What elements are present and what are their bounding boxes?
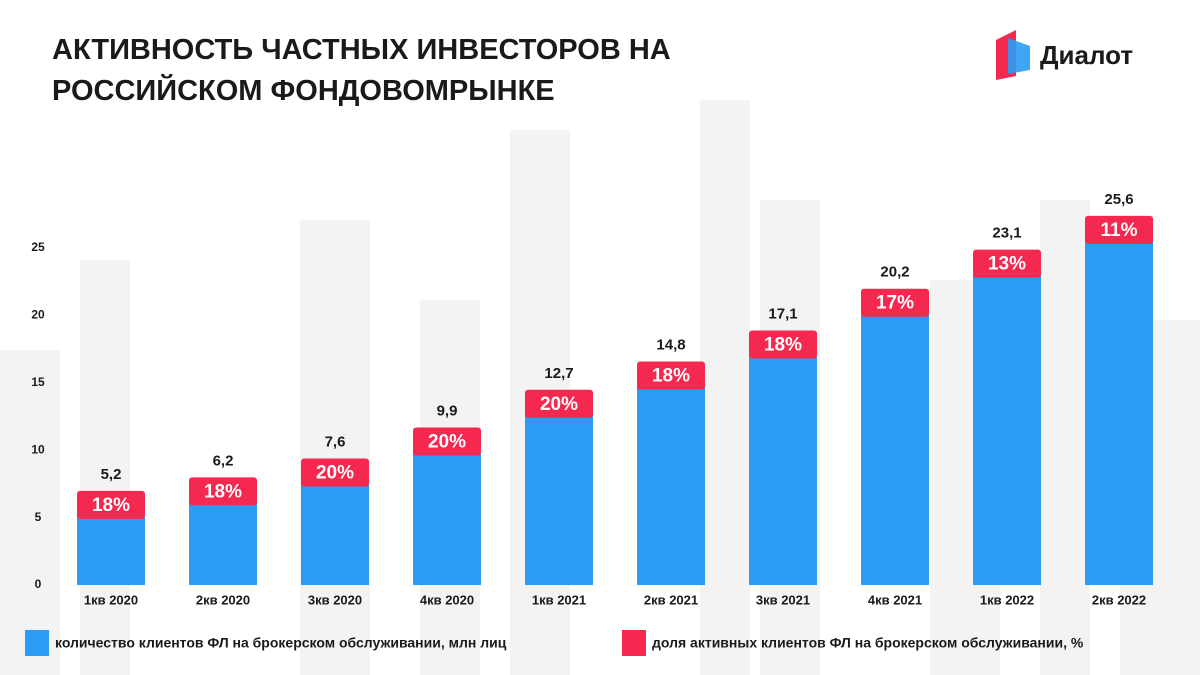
bar [301,482,369,585]
y-tick-label: 5 [35,510,42,524]
share-badge [861,288,929,317]
total-label: 9,9 [437,403,458,420]
share-label: 18% [764,335,802,356]
bar [637,385,705,585]
total-label: 6,2 [213,452,234,469]
x-tick-label: 4кв 2021 [868,592,922,607]
logo-icon [996,30,1030,80]
bar [413,451,481,585]
chart-title: АКТИВНОСТЬ ЧАСТНЫХ ИНВЕСТОРОВ НА [52,34,671,66]
bar [861,312,929,585]
share-badge [189,477,257,506]
legend-swatch [622,630,646,656]
x-tick-label: 1кв 2020 [84,592,138,607]
x-tick-label: 3кв 2021 [756,592,810,607]
total-label: 23,1 [992,225,1021,242]
share-label: 20% [316,463,354,484]
legend-label: количество клиентов ФЛ на брокерском обс… [55,635,507,651]
share-badge [77,490,145,519]
share-label: 17% [876,293,914,314]
y-tick-label: 15 [31,375,45,389]
x-tick-label: 4кв 2020 [420,592,474,607]
share-label: 18% [92,495,130,516]
total-label: 12,7 [544,365,573,382]
x-tick-label: 3кв 2020 [308,592,362,607]
total-label: 20,2 [880,264,909,281]
share-label: 11% [1101,220,1138,241]
share-badge [973,249,1041,278]
brand: Диалот [1040,40,1133,70]
y-tick-label: 10 [31,442,45,456]
total-label: 25,6 [1104,191,1133,208]
bar [189,501,257,585]
bar [525,413,593,585]
share-label: 20% [428,432,466,453]
x-tick-label: 2кв 2022 [1092,592,1146,607]
legend-swatch [25,630,49,656]
x-tick-label: 2кв 2021 [644,592,698,607]
share-badge [525,389,593,418]
y-tick-label: 25 [31,240,45,254]
legend-label: доля активных клиентов ФЛ на брокерском … [652,635,1084,651]
share-badge [413,427,481,456]
bar [1085,239,1153,586]
bar [973,273,1041,585]
bar [749,354,817,585]
total-label: 17,1 [768,305,797,322]
share-label: 20% [540,394,578,415]
share-label: 18% [204,481,242,502]
x-tick-label: 1кв 2021 [532,592,586,607]
share-badge [637,361,705,390]
share-label: 18% [652,366,690,387]
share-badge [749,330,817,359]
total-label: 7,6 [325,434,346,451]
bar [77,514,145,585]
share-badge [1085,215,1153,244]
share-badge [301,458,369,487]
total-label: 5,2 [101,466,122,483]
y-tick-label: 0 [35,577,42,591]
share-label: 13% [988,254,1026,275]
x-tick-label: 2кв 2020 [196,592,250,607]
x-tick-label: 1кв 2022 [980,592,1034,607]
total-label: 14,8 [656,336,685,353]
chart-title: РОССИЙСКОМ ФОНДОВОМРЫНКЕ [52,73,555,107]
y-tick-label: 20 [31,308,45,322]
